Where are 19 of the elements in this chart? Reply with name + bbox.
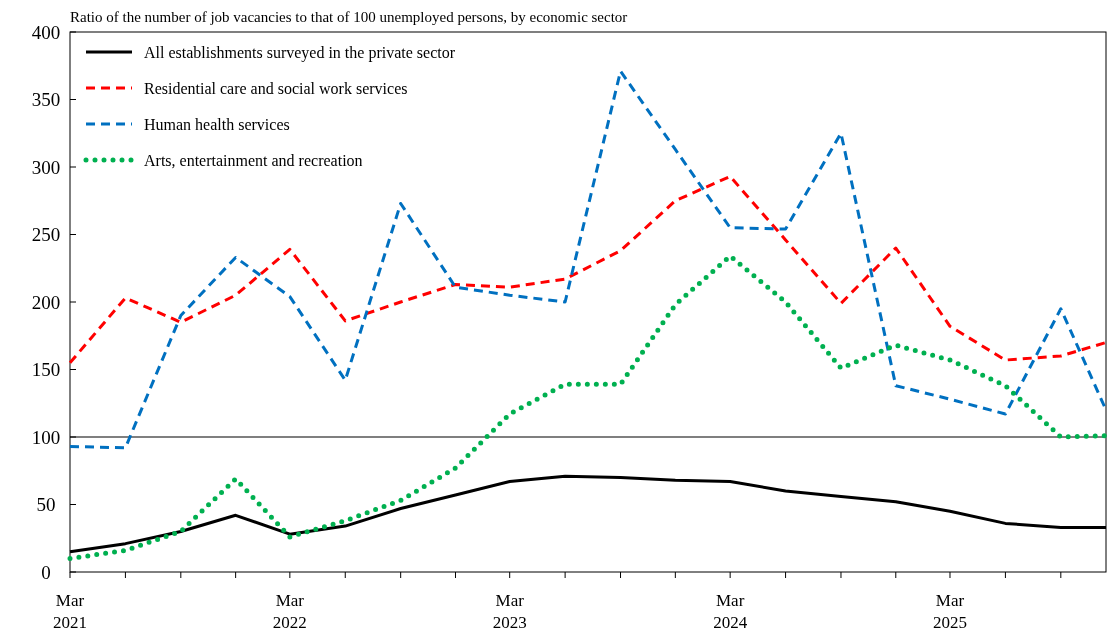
x-tick-label: Mar 2024 — [713, 591, 748, 632]
legend-label: Arts, entertainment and recreation — [144, 151, 363, 169]
legend-label: All establishments surveyed in the private sector — [144, 43, 456, 62]
y-tick-label: 400 — [31, 21, 61, 43]
x-tick-label: Mar 2023 — [492, 591, 527, 632]
y-tick-label: 0 — [41, 561, 51, 583]
y-tick-label: 300 — [31, 156, 61, 178]
legend-label: Residential care and social work services — [144, 79, 408, 97]
y-tick-label: 100 — [31, 426, 61, 448]
chart-title: Ratio of the number of job vacancies to that of 100 unemployed persons, by economic sector — [70, 9, 628, 25]
y-tick-label: 250 — [31, 224, 61, 246]
legend-label: Human health services — [144, 115, 290, 133]
y-tick-label: 350 — [31, 89, 61, 111]
y-tick-label: 150 — [31, 359, 61, 381]
x-tick-label: Mar 2025 — [933, 591, 967, 632]
x-tick-label: Mar 2022 — [272, 591, 307, 632]
x-tick-label: Mar 2021 — [53, 591, 87, 632]
y-tick-label: 50 — [36, 494, 56, 516]
y-tick-label: 200 — [31, 291, 61, 313]
